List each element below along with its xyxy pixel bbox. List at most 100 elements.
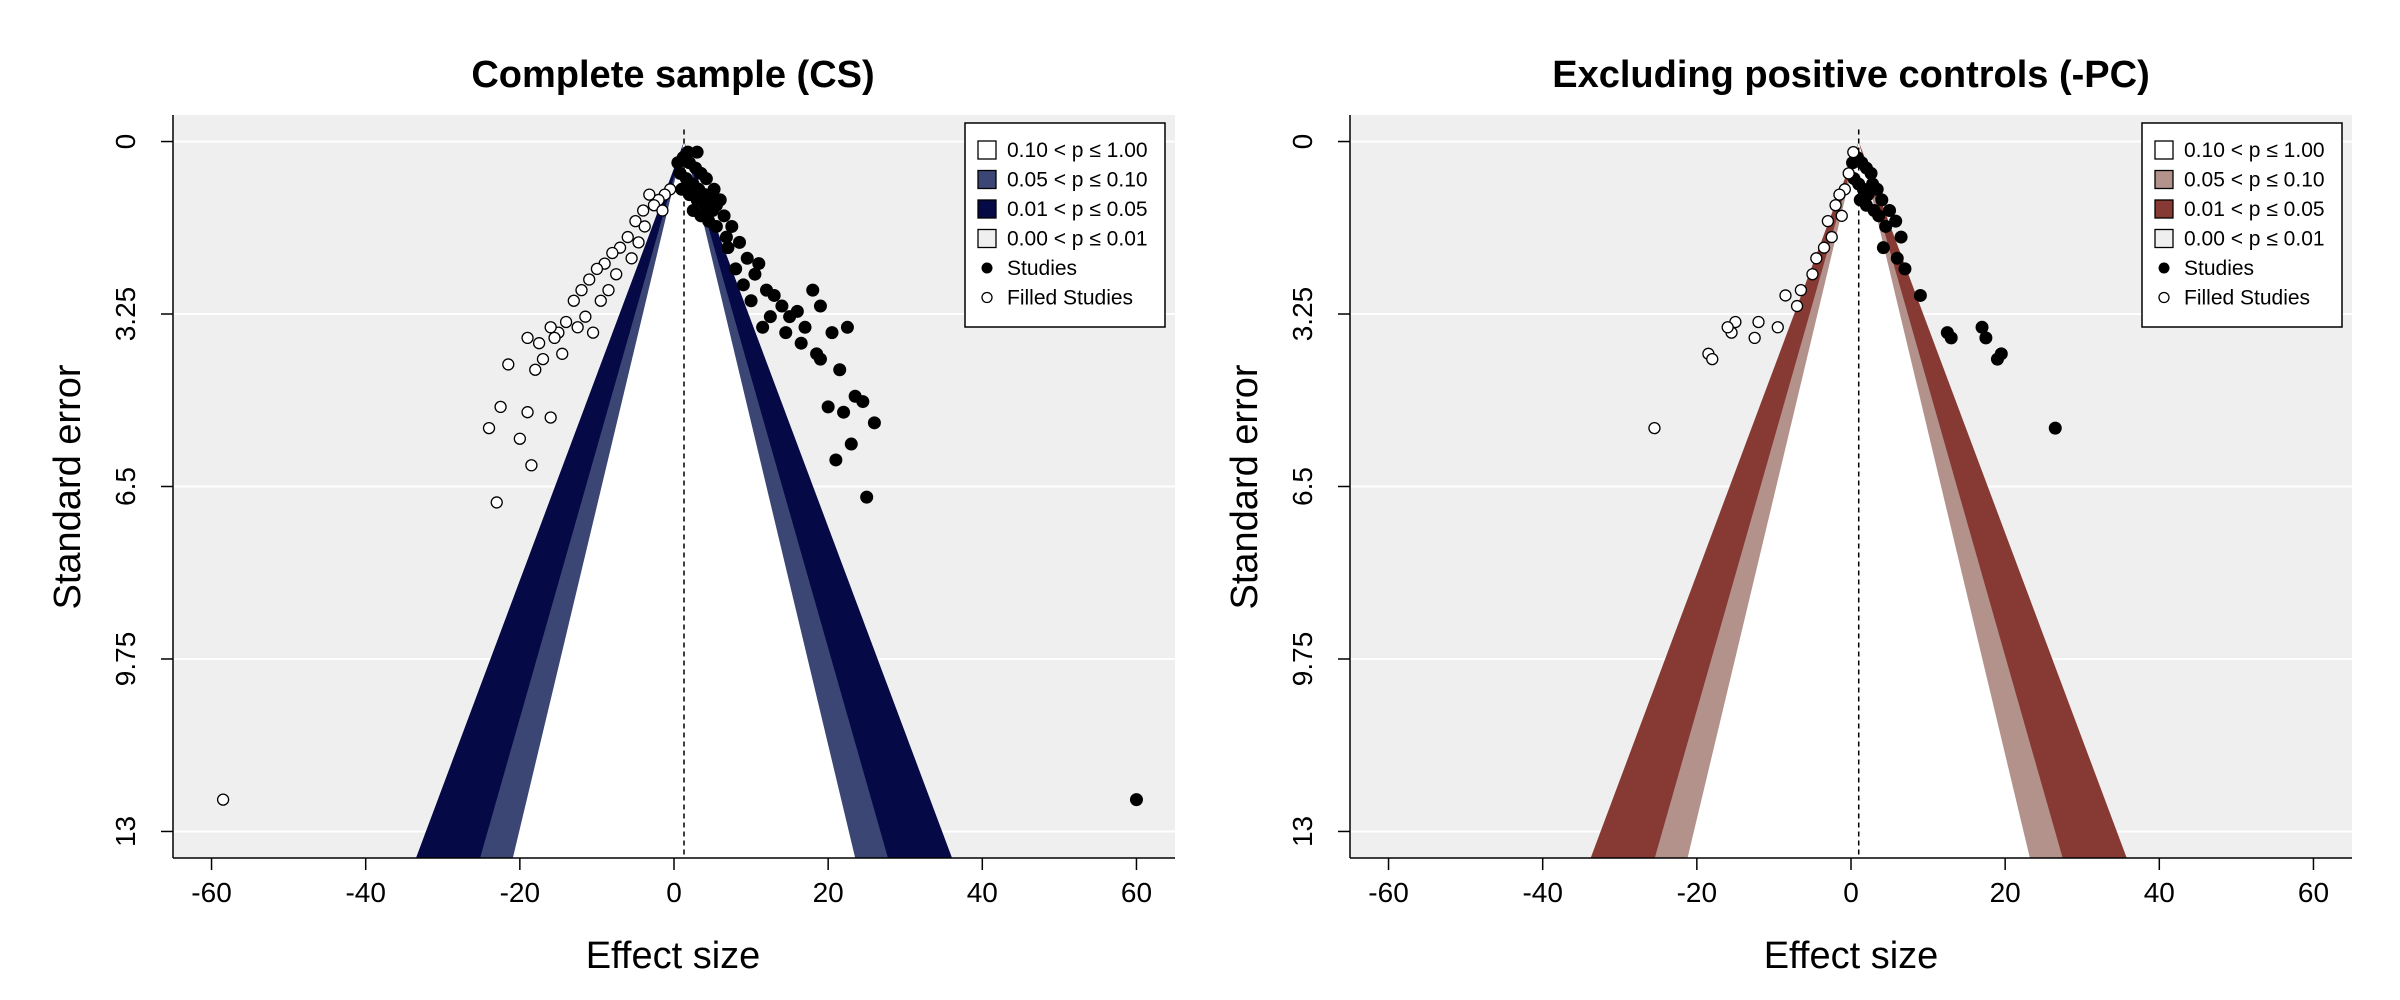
x-tick-label: -20 bbox=[500, 877, 540, 908]
filled-study-point bbox=[1829, 199, 1842, 212]
y-tick-label: 6.5 bbox=[110, 467, 141, 506]
legend-label: 0.00 < p ≤ 0.01 bbox=[1007, 228, 1148, 251]
filled-study-point bbox=[1821, 214, 1835, 228]
legend-swatch bbox=[2154, 228, 2174, 249]
filled-study-point bbox=[602, 283, 615, 297]
legend: 0.10 < p ≤ 1.00 0.05 < p ≤ 0.10 0.01 < p ≤… bbox=[2141, 122, 2343, 328]
legend-box bbox=[964, 122, 1166, 328]
x-tick-label: 20 bbox=[1990, 877, 2021, 908]
x-axis-label: Effect size bbox=[1764, 935, 1939, 977]
study-point bbox=[740, 251, 754, 265]
filled-study-point bbox=[1825, 230, 1838, 244]
study-point bbox=[719, 230, 733, 244]
filled-study-point bbox=[502, 358, 515, 371]
filled-study-point bbox=[571, 321, 584, 334]
filled-study-point bbox=[1794, 283, 1808, 297]
study-point bbox=[744, 294, 758, 308]
y-tick-label: 3.25 bbox=[1287, 287, 1318, 342]
filled-study-point bbox=[579, 310, 592, 323]
study-point bbox=[1876, 241, 1890, 255]
legend-swatch bbox=[977, 228, 997, 249]
filled-study-point bbox=[656, 204, 669, 217]
study-point bbox=[763, 310, 777, 324]
filled-study-point bbox=[494, 400, 507, 414]
filled-study-point bbox=[1721, 321, 1734, 334]
filled-study-point bbox=[548, 331, 561, 345]
study-point bbox=[790, 304, 804, 318]
study-point bbox=[798, 320, 812, 334]
study-point bbox=[1940, 326, 1954, 340]
filled-study-point bbox=[1817, 241, 1831, 254]
study-point bbox=[840, 320, 854, 334]
study-point bbox=[690, 145, 704, 159]
y-tick-label: 0 bbox=[110, 134, 141, 150]
study-point bbox=[748, 267, 762, 281]
y-tick-label: 13 bbox=[1287, 816, 1318, 847]
study-point bbox=[1898, 262, 1912, 276]
filled-study-point bbox=[632, 236, 645, 249]
study-point bbox=[813, 352, 827, 366]
filled-study-point bbox=[525, 459, 538, 472]
panel-complete-sample: Complete sample (CS) Effect size Standar… bbox=[47, 54, 1175, 977]
study-point bbox=[821, 400, 835, 414]
legend-swatch bbox=[2154, 169, 2174, 190]
legend-marker-hollow bbox=[981, 291, 993, 304]
study-point bbox=[1879, 219, 1893, 233]
panel-excluding-positive-controls: Excluding positive controls (-PC) Effect… bbox=[1224, 54, 2352, 977]
filled-study-point bbox=[1806, 268, 1819, 281]
chart-title: Excluding positive controls (-PC) bbox=[1552, 54, 2150, 96]
x-tick-label: -40 bbox=[1522, 877, 1562, 908]
x-tick-label: 0 bbox=[666, 877, 682, 908]
legend-swatch bbox=[977, 140, 997, 160]
legend-label: 0.01 < p ≤ 0.05 bbox=[2184, 198, 2325, 221]
legend-marker-hollow bbox=[2158, 291, 2170, 304]
study-point bbox=[733, 235, 747, 249]
study-point bbox=[706, 204, 720, 218]
study-point bbox=[767, 288, 781, 302]
study-point bbox=[699, 172, 713, 186]
y-axis-label: Standard error bbox=[1224, 364, 1266, 609]
study-point bbox=[1975, 320, 1989, 334]
x-tick-label: 40 bbox=[2144, 877, 2175, 908]
x-axis-label: Effect size bbox=[586, 935, 761, 977]
filled-study-point bbox=[559, 315, 573, 329]
filled-study-point bbox=[556, 347, 569, 360]
study-point bbox=[713, 193, 727, 207]
y-tick-label: 0 bbox=[1287, 134, 1318, 150]
study-point bbox=[1875, 193, 1889, 207]
filled-study-point bbox=[594, 294, 607, 307]
study-point bbox=[1979, 331, 1993, 345]
filled-study-point bbox=[1706, 352, 1719, 366]
legend-box bbox=[2141, 122, 2343, 328]
study-point bbox=[833, 363, 847, 377]
filled-study-point bbox=[1752, 315, 1765, 329]
filled-study-point bbox=[638, 220, 651, 233]
filled-study-point bbox=[544, 411, 557, 424]
study-point bbox=[794, 336, 808, 350]
study-point bbox=[1883, 204, 1897, 218]
study-point bbox=[825, 326, 839, 340]
legend-label: 0.05 < p ≤ 0.10 bbox=[1007, 169, 1148, 192]
study-point bbox=[806, 283, 820, 297]
filled-study-point bbox=[536, 352, 550, 366]
study-point bbox=[860, 490, 874, 504]
filled-study-point bbox=[1833, 188, 1846, 201]
study-point bbox=[813, 299, 827, 313]
filled-study-point bbox=[1771, 321, 1784, 334]
study-point bbox=[844, 437, 858, 451]
filled-study-point bbox=[1648, 421, 1661, 435]
study-point bbox=[1129, 793, 1143, 807]
study-point bbox=[779, 326, 793, 340]
legend-label: 0.10 < p ≤ 1.00 bbox=[2184, 139, 2325, 162]
y-tick-label: 9.75 bbox=[1287, 632, 1318, 687]
filled-study-point bbox=[583, 273, 596, 286]
study-point bbox=[729, 262, 743, 276]
filled-study-point bbox=[482, 421, 496, 435]
study-point bbox=[1913, 288, 1927, 302]
filled-study-point bbox=[575, 283, 588, 297]
filled-study-point bbox=[621, 230, 634, 244]
legend-marker-filled bbox=[2158, 262, 2170, 274]
legend-label: 0.01 < p ≤ 0.05 bbox=[1007, 198, 1148, 221]
x-tick-label: -40 bbox=[345, 877, 385, 908]
